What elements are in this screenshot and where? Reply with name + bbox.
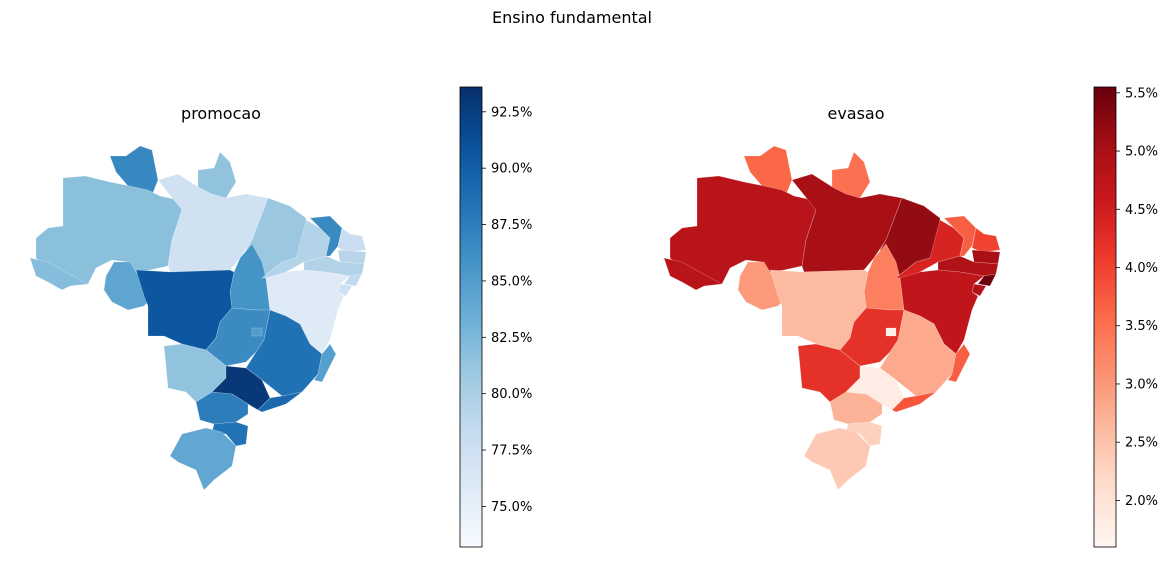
brazil-map-promocao: [29, 145, 367, 491]
state-rs: [169, 427, 237, 491]
state-rr: [743, 145, 793, 201]
colorbar-tick-label: 2.5%: [1125, 436, 1158, 451]
colorbar-gradient: [459, 86, 483, 548]
state-ce: [309, 215, 343, 257]
state-go: [205, 307, 271, 367]
state-es: [947, 343, 971, 383]
map-panel-promocao: promocao 75.0% 77.5% 80.0% 82.5% 85.0% 87.5% 9…: [29, 86, 532, 548]
colorbar-tick-label: 85.0%: [491, 274, 532, 289]
state-rj: [891, 391, 937, 413]
colorbar-promocao: 75.0% 77.5% 80.0% 82.5% 85.0% 87.5% 90.0% 92.5%: [459, 86, 532, 548]
state-rs: [803, 427, 871, 491]
panel-title-promocao: promocao: [181, 104, 261, 123]
map-panel-evasao: evasao 2.0% 2.5% 3.0% 3.5% 4.0% 4.5% 5.0% 5.5%: [663, 86, 1158, 548]
state-ce: [943, 215, 977, 257]
colorbar-tick-label: 4.5%: [1125, 203, 1158, 218]
state-pr: [195, 391, 249, 425]
panel-title-evasao: evasao: [827, 104, 884, 123]
colorbar-tick-label: 5.0%: [1125, 145, 1158, 160]
colorbar-tick-label: 4.0%: [1125, 261, 1158, 276]
state-go: [839, 307, 905, 367]
colorbar-tick-label: 80.0%: [491, 387, 532, 402]
colorbar-tick-label: 82.5%: [491, 331, 532, 346]
state-al: [977, 273, 997, 287]
state-df: [251, 327, 263, 337]
colorbar-tick-label: 87.5%: [491, 218, 532, 233]
colorbar-tick-label: 3.0%: [1125, 377, 1158, 392]
colorbar-gradient: [1093, 86, 1117, 548]
state-rn: [971, 227, 1001, 253]
colorbar-tick-label: 5.5%: [1125, 86, 1158, 101]
colorbar-evasao: 2.0% 2.5% 3.0% 3.5% 4.0% 4.5% 5.0% 5.5%: [1093, 86, 1158, 548]
state-rn: [337, 227, 367, 253]
state-es: [313, 343, 337, 383]
state-ac: [29, 257, 89, 291]
colorbar-tick-label: 2.0%: [1125, 494, 1158, 509]
state-ac: [663, 257, 723, 291]
state-df: [885, 327, 897, 337]
colorbar-tick-label: 3.5%: [1125, 319, 1158, 334]
state-pr: [829, 391, 883, 425]
figure-title: Ensino fundamental: [492, 8, 652, 27]
colorbar-tick-label: 90.0%: [491, 162, 532, 177]
colorbar-tick-label: 77.5%: [491, 444, 532, 459]
colorbar-tick-label: 75.0%: [491, 500, 532, 515]
brazil-map-evasao: [663, 145, 1001, 491]
state-rr: [109, 145, 159, 201]
state-al: [343, 273, 363, 287]
colorbar-tick-label: 92.5%: [491, 105, 532, 120]
state-rj: [257, 391, 303, 413]
